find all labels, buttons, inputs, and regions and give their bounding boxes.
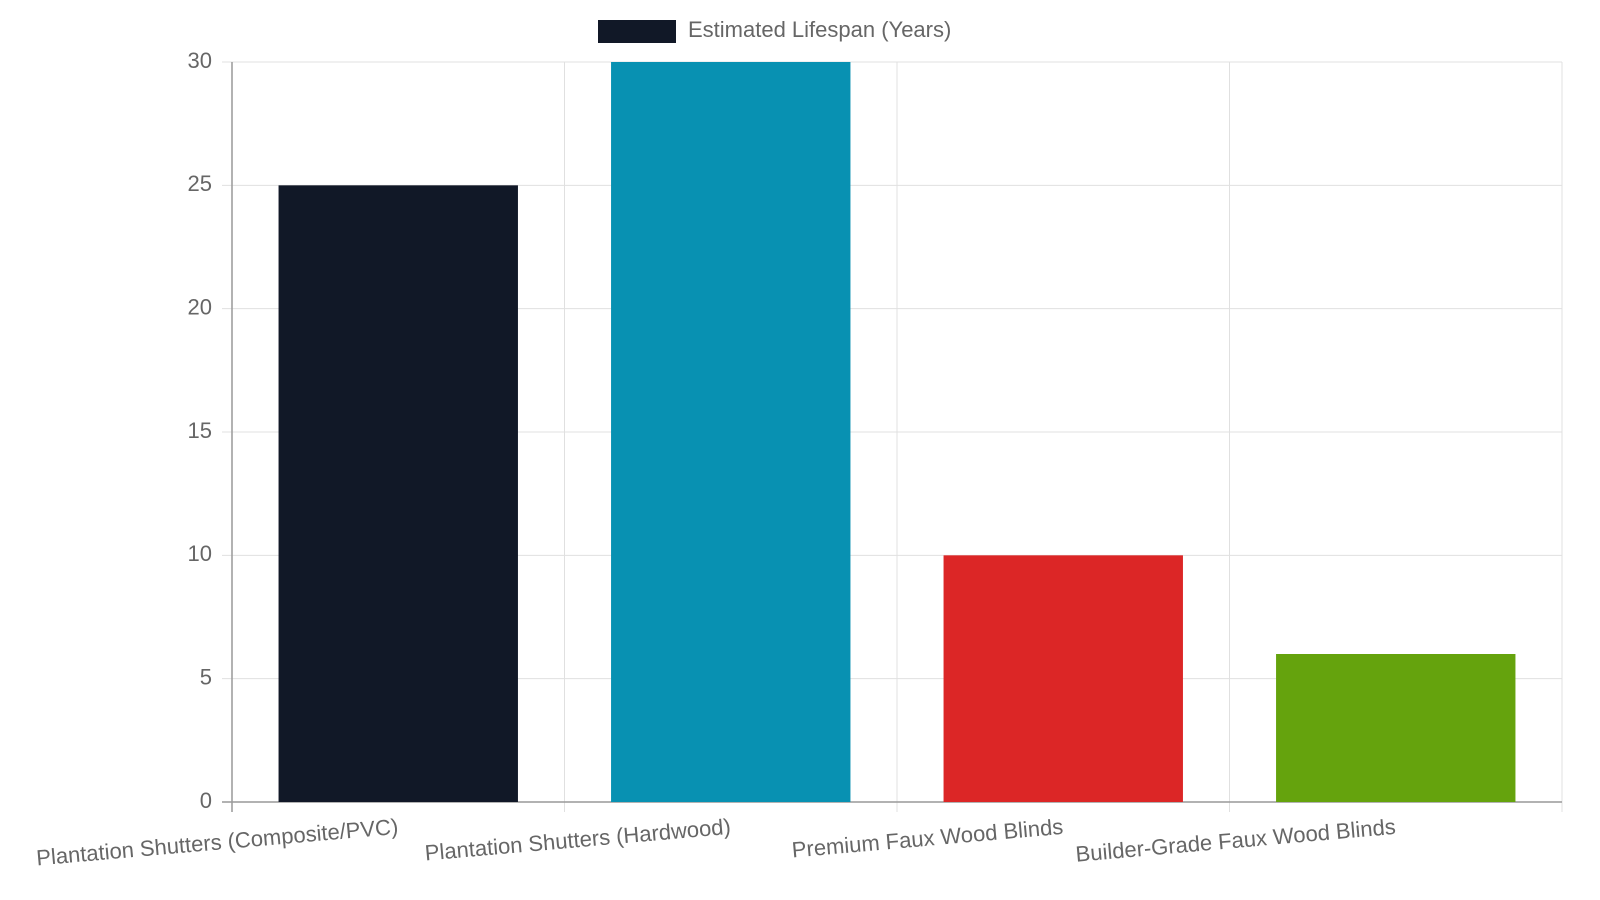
x-tick-label: Plantation Shutters (Composite/PVC) bbox=[35, 814, 399, 871]
y-tick-label: 15 bbox=[188, 418, 212, 443]
y-tick-label: 10 bbox=[188, 541, 212, 566]
x-tick-label: Premium Faux Wood Blinds bbox=[791, 814, 1064, 863]
y-tick-label: 5 bbox=[200, 664, 212, 689]
bar bbox=[943, 555, 1183, 802]
bar bbox=[611, 62, 851, 802]
x-tick-label: Builder-Grade Faux Wood Blinds bbox=[1075, 814, 1397, 867]
bar bbox=[278, 185, 518, 803]
y-tick-label: 25 bbox=[188, 171, 212, 196]
legend-swatch bbox=[598, 20, 676, 43]
y-tick-label: 0 bbox=[200, 788, 212, 813]
y-tick-label: 20 bbox=[188, 294, 212, 319]
x-tick-label: Plantation Shutters (Hardwood) bbox=[424, 814, 732, 866]
y-tick-label: 30 bbox=[188, 48, 212, 73]
legend-label: Estimated Lifespan (Years) bbox=[688, 17, 951, 42]
bar bbox=[1276, 654, 1516, 802]
